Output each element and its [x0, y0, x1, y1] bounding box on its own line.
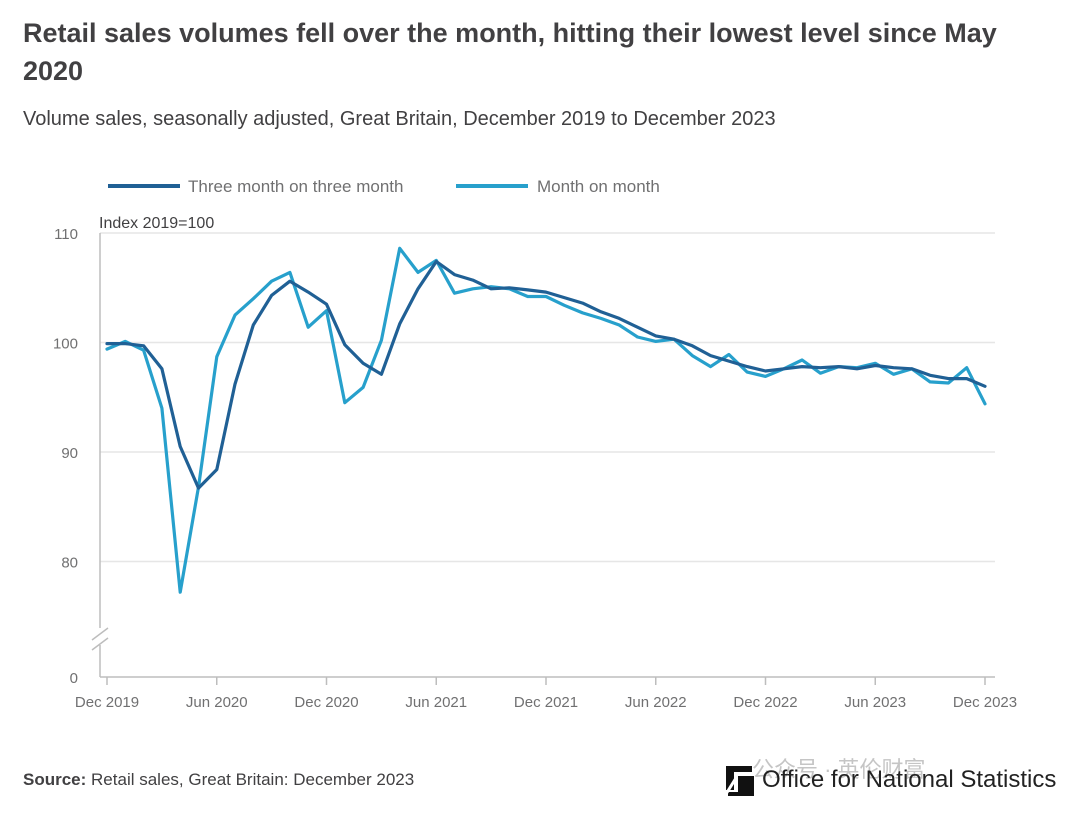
legend: Three month on three month Month on mont…: [108, 177, 660, 196]
y-tick-labels: 0 80 90 100 110: [53, 226, 78, 687]
legend-label-three-month: Three month on three month: [188, 177, 403, 196]
y-tick-label-90: 90: [61, 445, 78, 462]
x-tick-labels: Dec 2019 Jun 2020 Dec 2020 Jun 2021 Dec 2021…: [75, 677, 1017, 711]
chart-subtitle: Volume sales, seasonally adjusted, Great…: [23, 108, 776, 130]
x-tick-label: Jun 2022: [625, 694, 687, 711]
x-tick-label: Jun 2020: [186, 694, 248, 711]
y-tick-label-0: 0: [70, 670, 78, 687]
x-tick-label: Dec 2021: [514, 694, 578, 711]
gridlines: [100, 232, 995, 563]
source-note: Source: Retail sales, Great Britain: Dec…: [23, 770, 414, 790]
x-tick-label: Dec 2023: [953, 694, 1017, 711]
axes: [91, 233, 995, 678]
x-tick-label: Dec 2022: [733, 694, 797, 711]
watermark: 公众号 · 英伦财富: [752, 757, 926, 782]
x-tick-label: Jun 2021: [405, 694, 467, 711]
ons-logo: Office for National Statistics: [724, 760, 1064, 800]
series-lines: [105, 246, 987, 594]
series-month-on-month-line: [105, 246, 987, 594]
x-tick-label: Dec 2020: [294, 694, 358, 711]
chart-title: Retail sales volumes fell over the month…: [23, 18, 997, 86]
y-tick-label-80: 80: [61, 555, 78, 572]
series-three-month-line: [105, 259, 987, 490]
y-tick-label-110: 110: [54, 226, 78, 243]
source-text: Retail sales, Great Britain: December 20…: [91, 770, 415, 789]
legend-label-month-on-month: Month on month: [537, 177, 660, 196]
ons-logo-icon: [724, 766, 754, 796]
x-tick-label: Jun 2023: [844, 694, 906, 711]
ons-logo-text: Office for National Statistics: [762, 766, 1057, 793]
axis-break-mark-1: [91, 627, 109, 641]
line-chart: Three month on three month Month on mont…: [53, 177, 1017, 711]
x-tick-label: Dec 2019: [75, 694, 139, 711]
y-tick-label-100: 100: [53, 336, 78, 353]
y-axis-label: Index 2019=100: [99, 215, 214, 232]
source-label: Source:: [23, 770, 87, 789]
axis-break-mark-2: [91, 637, 109, 651]
